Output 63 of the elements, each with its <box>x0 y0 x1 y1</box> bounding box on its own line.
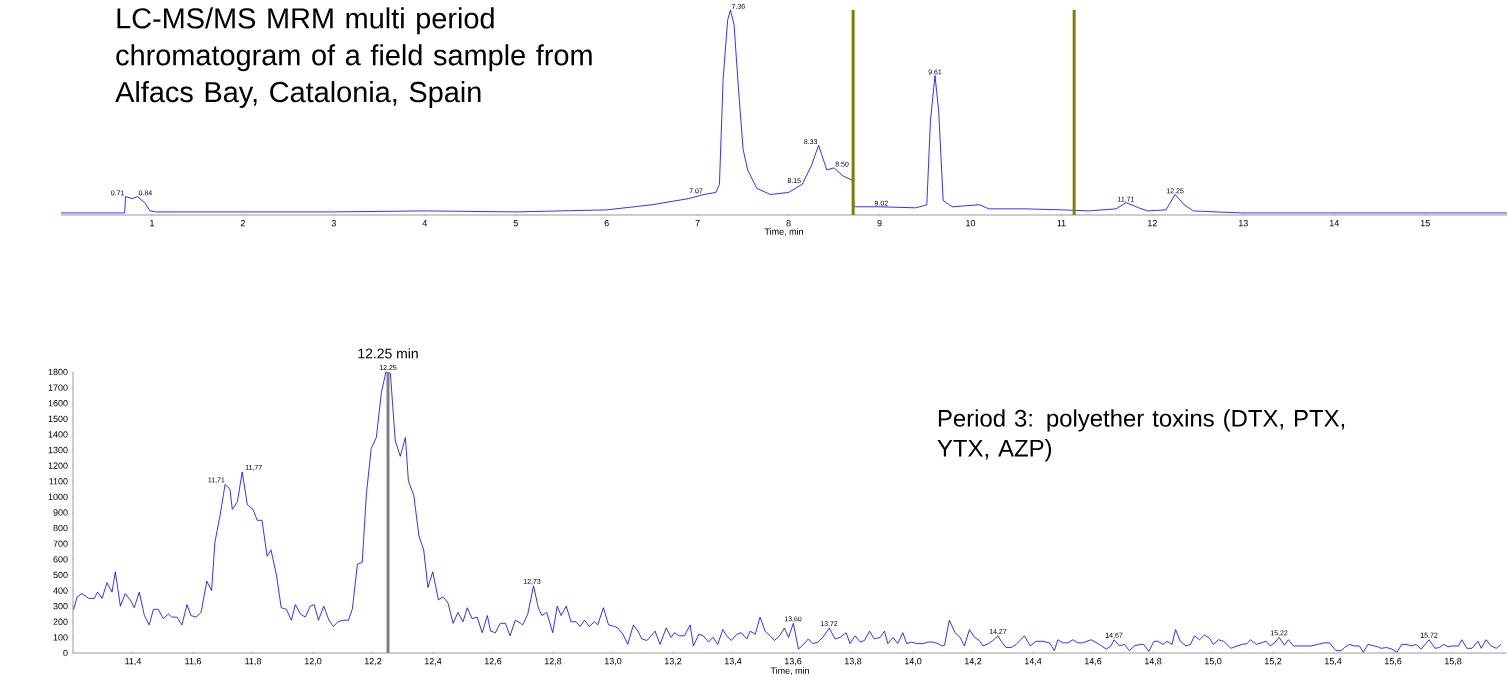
ref-line-label: 12.25 min <box>358 348 418 359</box>
x-tick-label: 12,6 <box>484 658 502 666</box>
y-tick-label: 400 <box>53 587 68 594</box>
y-tick-label: 1100 <box>49 478 68 485</box>
x-tick-label: 15,4 <box>1325 658 1342 666</box>
x-tick-label: 12,2 <box>364 658 382 666</box>
y-tick-label: 700 <box>53 540 68 547</box>
x-tick-label: 12,4 <box>424 658 442 666</box>
y-tick-label: 600 <box>53 556 68 563</box>
y-tick-label: 800 <box>53 524 68 532</box>
y-tick-label: 900 <box>53 509 68 516</box>
x-tick-label: 11,8 <box>245 658 262 666</box>
x-tick-label: 13,8 <box>844 658 862 666</box>
y-tick-label: 1200 <box>48 462 68 469</box>
x-tick-label: 12,8 <box>544 658 562 666</box>
y-tick-label: 1600 <box>48 400 68 407</box>
x-tick-label: 11 <box>1057 220 1066 227</box>
y-tick-label: 200 <box>53 618 68 625</box>
x-tick-label: 14 <box>1329 220 1339 227</box>
x-tick-label: 13,4 <box>724 658 742 666</box>
x-tick-label: 14,2 <box>964 658 982 666</box>
y-tick-label: 1500 <box>48 415 68 423</box>
x-tick-label: 13,6 <box>784 658 802 666</box>
x-tick-label: 13 <box>1239 220 1248 227</box>
x-tick-label: 11,6 <box>185 658 202 666</box>
x-tick-label: 15 <box>1420 220 1430 227</box>
x-tick-label: 8 <box>786 220 791 227</box>
x-tick-label: 2 <box>240 220 245 227</box>
x-tick-label: 7 <box>695 220 700 227</box>
y-tick-label: 1700 <box>48 384 68 391</box>
x-tick-label: 14,6 <box>1085 658 1102 666</box>
x-tick-label: 11,4 <box>125 658 142 666</box>
x-tick-label: 15,0 <box>1205 658 1222 666</box>
line-series <box>73 371 1502 653</box>
x-tick-label: 13,0 <box>604 658 622 666</box>
x-tick-label: 14,4 <box>1024 658 1042 666</box>
x-tick-label: 5 <box>513 220 518 227</box>
x-tick-label: 12,0 <box>304 658 322 666</box>
x-axis-title: Time, min <box>764 228 803 236</box>
y-tick-label: 100 <box>53 634 68 641</box>
x-tick-label: 3 <box>331 220 336 227</box>
y-tick-label: 500 <box>53 571 68 579</box>
annotation: Period 3: polyether toxins (DTX, PTX, YTX, AZP) <box>937 409 1345 462</box>
x-tick-label: 6 <box>604 220 609 227</box>
y-tick-label: 300 <box>53 602 68 610</box>
y-tick-label: 1000 <box>48 493 68 501</box>
x-tick-label: 15,8 <box>1445 658 1462 666</box>
x-tick-label: 4 <box>422 220 428 227</box>
text: LC-MS/MS MRM multi period chromatogram of a field sample from Alfacs Bay, Catalonia, Spain <box>115 7 592 109</box>
x-tick-label: 10 <box>966 220 976 227</box>
y-tick-label: 1800 <box>48 368 68 376</box>
y-tick-label: 1300 <box>48 446 68 454</box>
y-tick-label: 0 <box>63 649 68 657</box>
y-tick-label: 1400 <box>48 431 68 438</box>
x-tick-label: 12 <box>1148 220 1157 227</box>
x-tick-label: 9 <box>877 220 882 227</box>
x-tick-label: 15,6 <box>1385 658 1402 666</box>
x-axis-title: Time, min <box>770 667 809 675</box>
x-tick-label: 14,8 <box>1145 658 1162 666</box>
x-tick-label: 15,2 <box>1265 658 1282 666</box>
x-tick-label: 14,0 <box>904 658 922 666</box>
x-tick-label: 13,2 <box>664 658 682 666</box>
x-tick-label: 1 <box>150 220 154 227</box>
